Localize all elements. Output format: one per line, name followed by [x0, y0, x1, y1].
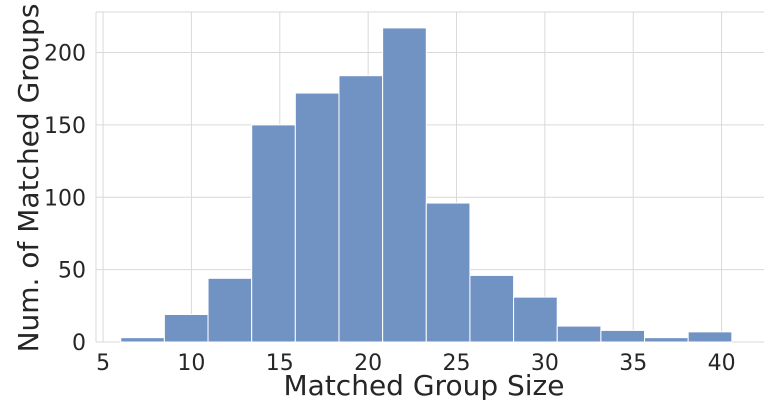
x-tick-label: 15: [266, 351, 294, 376]
histogram-bars: [120, 27, 733, 343]
x-tick-label: 20: [354, 351, 382, 376]
histogram-bar: [425, 202, 471, 343]
y-tick-label: 100: [44, 186, 86, 211]
histogram-bar: [513, 296, 558, 343]
y-axis-label: Num. of Matched Groups: [12, 4, 45, 353]
histogram-bar: [338, 75, 384, 343]
x-tick-label: 40: [708, 351, 736, 376]
x-tick-label: 25: [443, 351, 471, 376]
histogram-bar: [251, 124, 296, 343]
histogram-bar: [382, 27, 427, 343]
histogram-bar: [294, 92, 340, 343]
x-gridlines: [95, 12, 723, 342]
histogram-bar: [163, 314, 209, 343]
x-tick-label: 5: [96, 351, 110, 376]
histogram-bar: [207, 277, 253, 343]
histogram-bar: [120, 337, 165, 343]
y-tick-label: 200: [44, 42, 86, 67]
histogram-bar: [469, 274, 515, 343]
y-tick-labels: 0 50 100 150 200: [44, 42, 86, 356]
histogram-bar: [600, 329, 646, 343]
histogram-bar: [644, 337, 689, 343]
y-tick-label: 50: [58, 259, 86, 284]
x-tick-label: 10: [177, 351, 205, 376]
x-tick-labels: 5 10 15 20 25 30 35 40: [96, 351, 736, 376]
x-axis-label: Matched Group Size: [284, 369, 565, 400]
histogram-bar: [687, 331, 733, 343]
y-tick-label: 0: [72, 331, 86, 356]
histogram-bar: [556, 325, 602, 343]
y-tick-label: 150: [44, 114, 86, 139]
x-tick-label: 30: [531, 351, 559, 376]
x-tick-label: 35: [619, 351, 647, 376]
